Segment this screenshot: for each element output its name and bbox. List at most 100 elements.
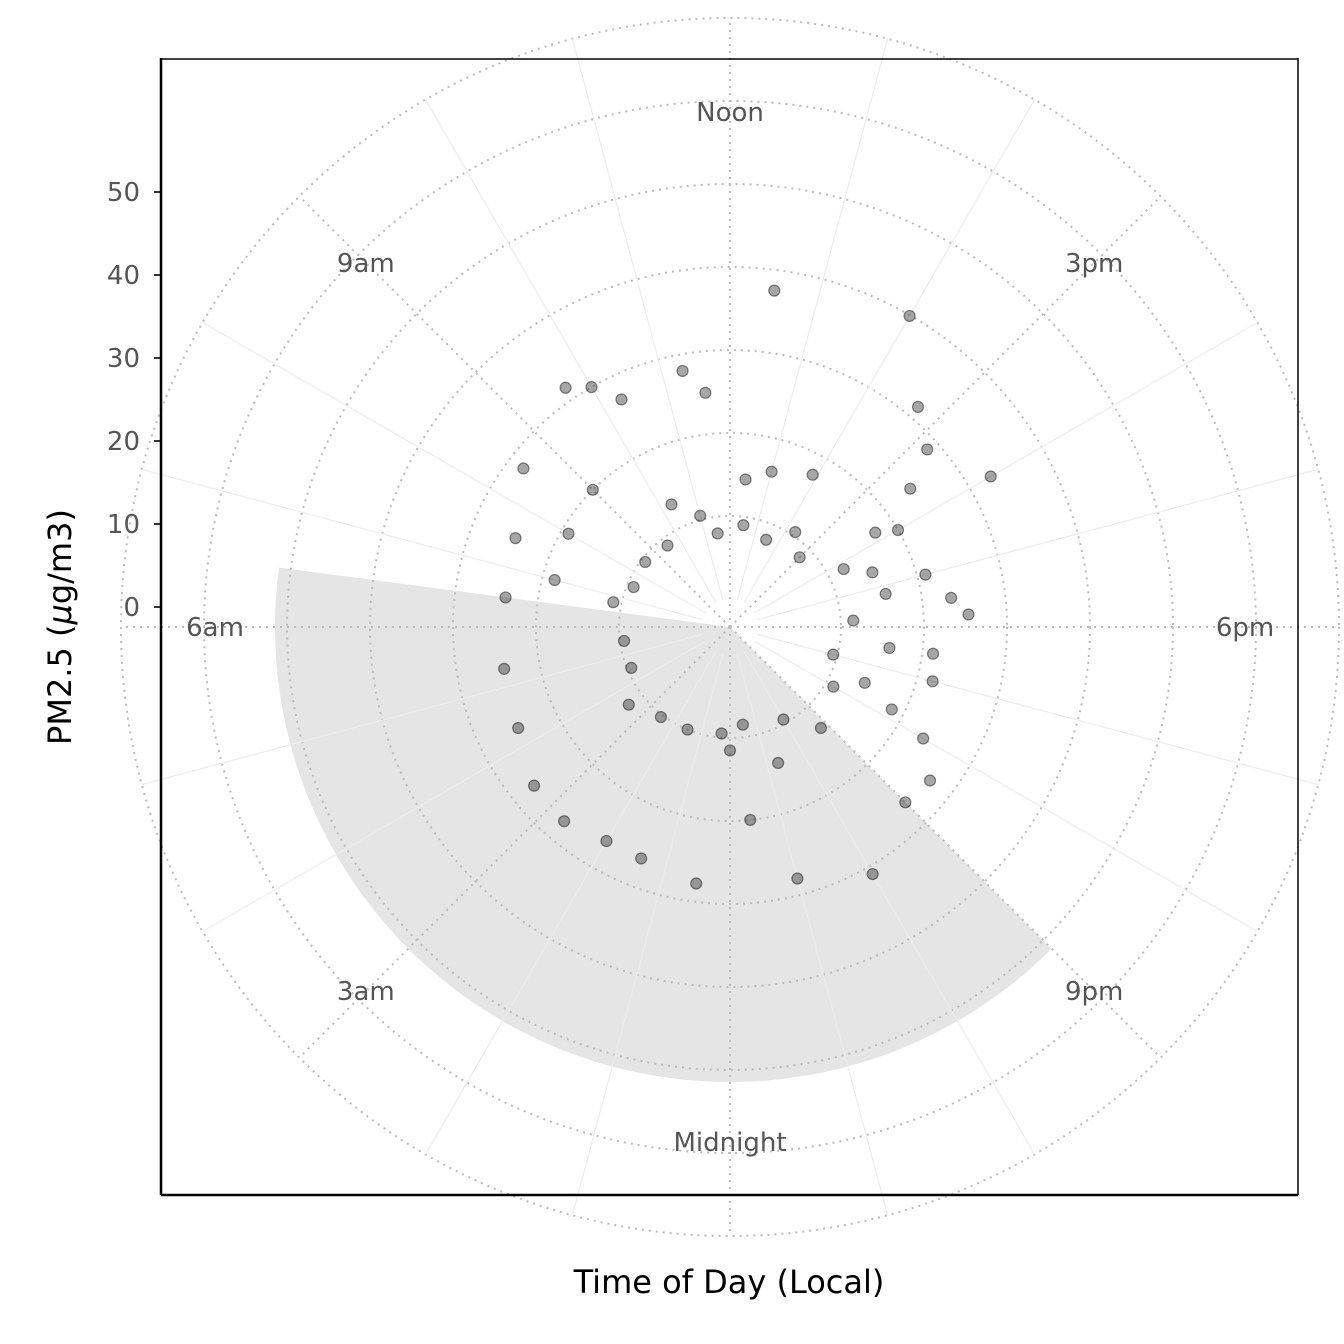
y-axis-ticks: 0 10 20 30 40 50 bbox=[107, 178, 161, 623]
data-point bbox=[615, 393, 628, 406]
y-axis-title-mu: µ bbox=[41, 604, 79, 625]
data-point bbox=[527, 779, 541, 792]
hour-label: 9pm bbox=[1065, 977, 1123, 1007]
data-point bbox=[639, 555, 652, 569]
data-point bbox=[903, 309, 916, 323]
data-point bbox=[926, 675, 939, 688]
minor-spoke bbox=[753, 321, 1258, 614]
y-tick-label: 0 bbox=[123, 593, 140, 623]
data-point bbox=[768, 284, 781, 297]
data-point bbox=[744, 813, 757, 827]
data-point bbox=[562, 527, 575, 540]
data-point bbox=[891, 523, 905, 537]
data-point bbox=[847, 614, 860, 627]
grid-ring bbox=[618, 515, 842, 739]
data-point bbox=[789, 526, 802, 539]
hour-label: 6pm bbox=[1216, 613, 1274, 643]
data-point bbox=[499, 591, 512, 604]
data-point bbox=[558, 815, 571, 828]
data-point bbox=[814, 721, 828, 735]
hour-label: Noon bbox=[696, 98, 764, 128]
data-point bbox=[585, 381, 598, 394]
data-point bbox=[607, 596, 620, 609]
grid-ring bbox=[535, 432, 925, 822]
data-point bbox=[617, 634, 631, 648]
data-point bbox=[917, 732, 930, 745]
data-points bbox=[498, 284, 997, 890]
data-point bbox=[885, 703, 898, 716]
y-tick-label: 30 bbox=[107, 344, 140, 374]
data-point bbox=[548, 573, 561, 587]
data-point bbox=[791, 872, 804, 885]
data-point bbox=[923, 774, 937, 787]
data-point bbox=[681, 723, 694, 736]
data-point bbox=[690, 877, 703, 890]
data-point bbox=[600, 834, 613, 848]
data-point bbox=[676, 364, 689, 378]
data-point bbox=[837, 562, 850, 576]
data-point bbox=[765, 465, 778, 478]
data-point bbox=[661, 539, 674, 552]
y-axis-title-suffix: g/m3) bbox=[41, 509, 79, 604]
data-point bbox=[760, 533, 773, 546]
data-point bbox=[984, 470, 997, 483]
data-point bbox=[866, 566, 879, 579]
data-point bbox=[509, 532, 522, 545]
data-point bbox=[962, 608, 975, 621]
data-point bbox=[665, 498, 678, 511]
data-point bbox=[635, 852, 648, 865]
y-tick-label: 20 bbox=[107, 427, 140, 457]
hour-label: 3am bbox=[337, 977, 395, 1007]
data-point bbox=[827, 648, 840, 661]
x-axis-title: Time of Day (Local) bbox=[573, 1263, 885, 1301]
data-point bbox=[498, 662, 511, 675]
data-point bbox=[737, 519, 750, 532]
grid-ring bbox=[369, 266, 1091, 988]
data-point bbox=[559, 381, 572, 394]
minor-spoke bbox=[571, 38, 724, 601]
data-point bbox=[879, 587, 892, 601]
y-tick-label: 10 bbox=[107, 510, 140, 540]
data-point bbox=[827, 680, 840, 693]
data-point bbox=[919, 568, 932, 581]
hour-label: 6am bbox=[186, 613, 244, 643]
data-point bbox=[699, 386, 712, 399]
data-point bbox=[858, 676, 871, 689]
night-shade-wedge bbox=[274, 567, 1052, 1082]
y-tick-label: 40 bbox=[107, 261, 140, 291]
y-tick-label: 50 bbox=[107, 178, 140, 208]
data-point bbox=[586, 483, 599, 496]
minor-spoke bbox=[571, 653, 724, 1216]
minor-spoke bbox=[743, 99, 1036, 604]
minor-spoke bbox=[424, 99, 717, 604]
minor-spoke bbox=[202, 640, 707, 933]
minor-spoke bbox=[736, 653, 889, 1216]
data-point bbox=[772, 756, 785, 770]
minor-spoke bbox=[756, 633, 1319, 786]
night-shade-layer bbox=[274, 567, 1052, 1082]
data-point bbox=[806, 468, 819, 481]
data-point bbox=[911, 400, 925, 414]
minor-spoke bbox=[202, 321, 707, 614]
hour-label: 9am bbox=[337, 249, 395, 279]
data-point bbox=[926, 647, 940, 660]
data-point bbox=[739, 473, 752, 486]
y-axis-title: PM2.5 (µg/m3) bbox=[41, 509, 79, 745]
data-point bbox=[654, 710, 668, 724]
data-point bbox=[736, 718, 749, 731]
minor-spoke bbox=[424, 650, 717, 1155]
grid-ring bbox=[120, 17, 1340, 1237]
data-point bbox=[627, 580, 640, 594]
minor-spoke bbox=[141, 468, 704, 621]
data-point bbox=[899, 796, 912, 809]
minor-spoke bbox=[756, 468, 1319, 621]
y-axis-title-prefix: PM2.5 ( bbox=[41, 625, 79, 745]
data-point bbox=[866, 867, 879, 881]
data-point bbox=[512, 721, 525, 735]
data-point bbox=[883, 641, 896, 655]
data-point bbox=[723, 744, 737, 757]
data-point bbox=[625, 661, 638, 674]
data-point bbox=[711, 527, 724, 540]
hour-labels: Midnight 3am 6am 9am Noon 3pm 6pm 9pm bbox=[186, 98, 1274, 1158]
hour-label: 3pm bbox=[1065, 249, 1123, 279]
